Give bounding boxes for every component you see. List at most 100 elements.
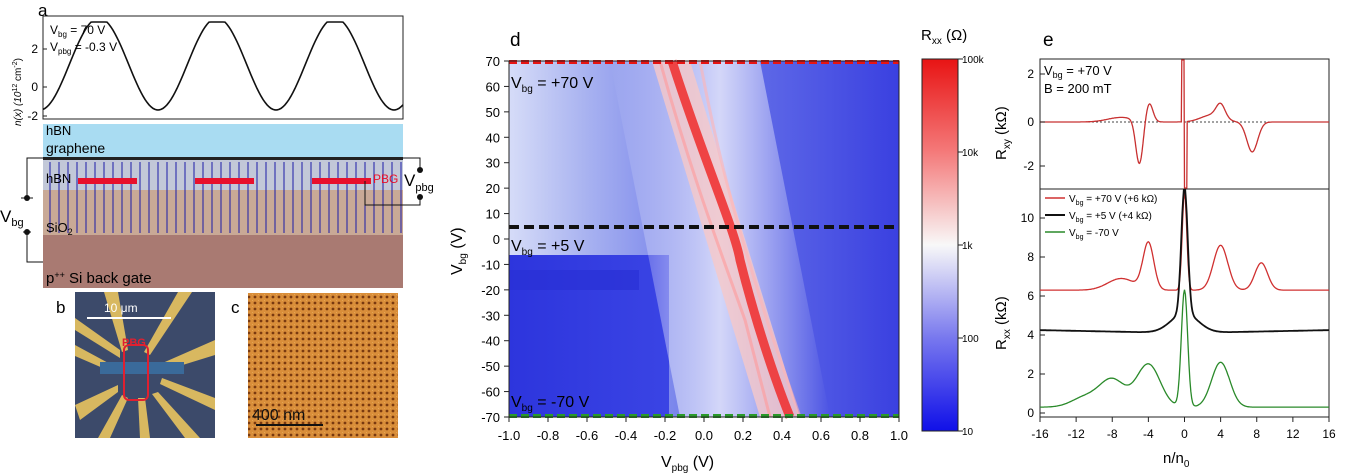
x-tick-label: 1.0 — [890, 428, 908, 443]
x-tick-label: -8 — [1107, 427, 1118, 441]
cut-label-top: Vbg = +70 V — [511, 75, 594, 95]
y-tick-label: 20 — [486, 181, 500, 196]
y-tick-label: 10 — [486, 207, 500, 222]
y-tick-label: 40 — [486, 130, 500, 145]
y-tick-label: 4 — [1027, 328, 1034, 342]
cut-label-bottom: Vbg = -70 V — [511, 394, 590, 414]
y-tick-label: -30 — [481, 308, 500, 323]
colorbar-tick-label: 100 — [962, 334, 979, 345]
colormap-ylabel: Vbg (V) — [449, 227, 469, 275]
satellite-line — [698, 60, 802, 418]
pbg-outline — [123, 344, 149, 401]
y-tick-label: 2 — [1027, 367, 1034, 381]
scalebar-c-label: 400 nm — [252, 407, 305, 424]
wire-terminal — [417, 167, 423, 173]
sio2-label: SiO2 — [46, 220, 73, 237]
rxx-legend: Vbg = +70 V (+6 kΩ) Vbg = +5 V (+4 kΩ) V… — [1045, 194, 1157, 241]
hbn-mid-label: hBN — [46, 171, 71, 186]
rxy-b-annotation: B = 200 mT — [1044, 81, 1112, 96]
nx-ytick: -2 — [27, 109, 38, 123]
x-tick-label: 4 — [1217, 427, 1224, 441]
y-tick-label: 0 — [1027, 406, 1034, 420]
afm-image — [248, 293, 398, 438]
hbn-mid-layer — [43, 160, 403, 190]
panel-b: b PBG 10 μm — [56, 292, 215, 438]
rxx-curve-5v — [1040, 189, 1329, 333]
pbg-bar — [195, 178, 254, 184]
rxy-vbg-annotation: Vbg = +70 V — [1044, 63, 1112, 80]
nx-yticks: 2 0 -2 — [27, 42, 47, 123]
y-tick-label: 6 — [1027, 289, 1034, 303]
x-tick-label: -12 — [1067, 427, 1085, 441]
x-tick-label: 0.2 — [734, 428, 752, 443]
rxy-yticks: 2 0 -2 — [1023, 67, 1045, 173]
graphene-label: graphene — [46, 140, 105, 156]
nx-curve — [42, 21, 404, 111]
x-tick-label: -0.8 — [537, 428, 559, 443]
pbg-bar — [78, 178, 137, 184]
y-tick-label: -2 — [1023, 159, 1034, 173]
panel-b-label: b — [56, 298, 65, 317]
legend-entry: Vbg = +5 V (+4 kΩ) — [1069, 211, 1152, 224]
y-tick-label: -20 — [481, 283, 500, 298]
pbg-bar — [312, 178, 371, 184]
x-tick-label: 0.4 — [773, 428, 791, 443]
rxx-curve-minus70v — [1040, 289, 1329, 408]
rxy-ylabel: Rxy (kΩ) — [993, 106, 1013, 160]
x-tick-label: -0.4 — [615, 428, 637, 443]
colormap-yticks: 70 60 50 40 30 20 10 0 -10 -20 -30 -40 -50 -60 -70 — [481, 54, 509, 425]
y-tick-label: 0 — [1027, 115, 1034, 129]
y-tick-label: -40 — [481, 334, 500, 349]
si-backgate-layer — [43, 235, 403, 288]
legend-entry: Vbg = -70 V — [1069, 228, 1119, 241]
field-arrows — [49, 162, 402, 233]
panel-e-label: e — [1043, 30, 1054, 51]
colorbar-title: Rxx (Ω) — [921, 27, 967, 47]
y-tick-label: -50 — [481, 359, 500, 374]
x-tick-label: -4 — [1143, 427, 1154, 441]
panel-a: a 2 0 -2 n(x) (1012 cm-2) Vbg = 70 V Vpb… — [0, 1, 434, 288]
x-tick-label: 12 — [1286, 427, 1300, 441]
vbg-side-label: Vbg — [0, 207, 24, 229]
panel-a-label: a — [38, 1, 48, 20]
y-tick-label: 30 — [486, 156, 500, 171]
nx-plot-frame — [42, 15, 404, 120]
colormap — [509, 59, 899, 419]
colormap-xticks: -1.0 -0.8 -0.6 -0.4 -0.2 0.0 0.2 0.4 0.6 0.8 1.0 — [498, 417, 908, 443]
rxx-curve-70v — [1040, 192, 1329, 291]
x-tick-label: -0.2 — [654, 428, 676, 443]
y-tick-label: 8 — [1027, 250, 1034, 264]
rxy-curve — [1040, 59, 1329, 189]
x-tick-label: 0.0 — [695, 428, 713, 443]
y-tick-label: 10 — [1021, 211, 1035, 225]
colormap-dark-stripe — [509, 270, 639, 290]
colorbar-tick-label: 10k — [962, 148, 979, 159]
vpbg-annotation: Vpbg = -0.3 V — [50, 40, 117, 56]
legend-entry: Vbg = +70 V (+6 kΩ) — [1069, 194, 1157, 207]
pbg-micro-label: PBG — [122, 337, 146, 349]
hbn-top-label: hBN — [46, 123, 71, 138]
x-tick-label: 0.6 — [812, 428, 830, 443]
panel-d-label: d — [510, 30, 521, 51]
x-tick-label: -1.0 — [498, 428, 520, 443]
y-tick-label: 2 — [1027, 67, 1034, 81]
x-tick-label: 0 — [1181, 427, 1188, 441]
hbn-top-layer — [43, 124, 403, 157]
panel-e: e Vbg = +70 V B = 200 mT 2 0 -2 10 8 6 4 2 0 -1… — [993, 30, 1336, 470]
rxx-xticks: -16 -12 -8 -4 0 4 8 12 16 — [1031, 417, 1336, 441]
vpbg-side-label: Vpbg — [404, 171, 434, 194]
satellite-line — [658, 60, 772, 418]
cut-label-mid: Vbg = +5 V — [511, 238, 585, 258]
colorbar-tick-label: 1k — [962, 241, 974, 252]
colormap-xlabel: Vpbg (V) — [661, 454, 714, 474]
nx-ytick: 0 — [31, 80, 38, 94]
y-tick-label: -10 — [481, 257, 500, 272]
panel-c-label: c — [231, 298, 240, 317]
y-tick-label: 60 — [486, 79, 500, 94]
panel-c: c 400 nm — [231, 293, 398, 438]
x-tick-label: 0.8 — [851, 428, 869, 443]
graphene-flake — [100, 362, 184, 374]
pbg-label: PBG — [373, 172, 398, 186]
x-tick-label: 8 — [1253, 427, 1260, 441]
